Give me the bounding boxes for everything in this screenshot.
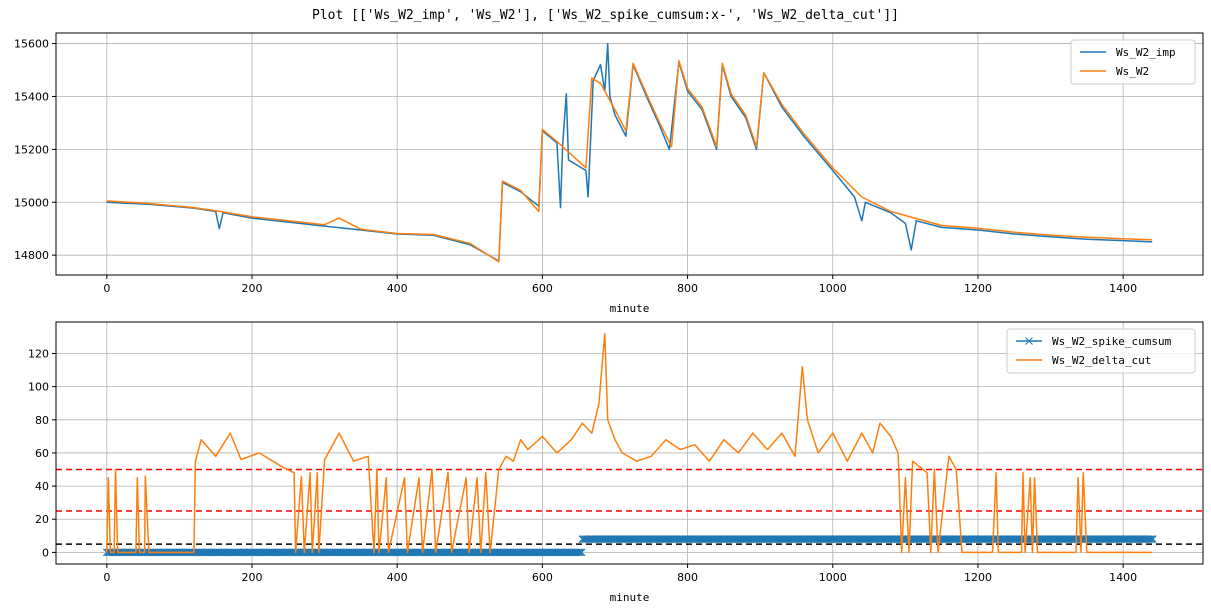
x-tick-label: 600 xyxy=(532,282,553,295)
x-tick-label: 1000 xyxy=(819,282,847,295)
legend: Ws_W2_imp Ws_W2 xyxy=(1070,39,1196,85)
x-tick-label: 600 xyxy=(532,571,553,584)
axes-frame xyxy=(55,32,1204,276)
x-tick-label: 1400 xyxy=(1109,571,1137,584)
x-tick-label: 1200 xyxy=(964,571,992,584)
y-tick-label: 0 xyxy=(42,546,49,559)
y-tick-label: 14800 xyxy=(14,249,49,262)
x-axis-label: minute xyxy=(610,302,650,315)
series-line-Ws_W2 xyxy=(106,60,1153,263)
marker-x xyxy=(577,548,586,557)
x-tick-label: 1400 xyxy=(1109,282,1137,295)
marker-x xyxy=(1147,535,1156,543)
legend-label-Ws_W2_imp: Ws_W2_imp xyxy=(1116,46,1176,59)
x-axis-label: minute xyxy=(610,591,650,604)
y-tick-label: 100 xyxy=(28,381,49,394)
plot-panel-1: 0 200 400 600 800 1000 1200 1400 14800 15000 15200… xyxy=(14,32,1204,315)
legend-label-Ws_W2: Ws_W2 xyxy=(1116,65,1149,78)
legend-label-Ws_W2_delta_cut: Ws_W2_delta_cut xyxy=(1052,354,1151,367)
y-tick-label: 120 xyxy=(28,347,49,360)
x-tick-label: 800 xyxy=(677,282,698,295)
marker-x xyxy=(1146,535,1154,543)
marker-x xyxy=(1149,535,1157,543)
legend-box xyxy=(1006,328,1196,374)
x-tick-label: 0 xyxy=(103,571,110,584)
y-tick-label: 15000 xyxy=(14,196,49,209)
plot-panel-2: 0 200 400 600 800 1000 1200 1400 0 20 40 60 80 100 120… xyxy=(28,321,1204,604)
legend-marker-x xyxy=(1025,337,1033,345)
series-line-Ws_W2_delta_cut xyxy=(106,332,1153,554)
marker-x xyxy=(574,548,583,557)
plot-area xyxy=(106,42,1153,263)
figure-title: Plot [['Ws_W2_imp', 'Ws_W2'], ['Ws_W2_sp… xyxy=(312,8,899,23)
series-line-Ws_W2_imp xyxy=(106,42,1153,262)
legend-box xyxy=(1070,39,1196,85)
y-tick-label: 15200 xyxy=(14,143,49,156)
x-tick-label: 400 xyxy=(387,571,408,584)
legend-label-Ws_W2_spike_cumsum: Ws_W2_spike_cumsum xyxy=(1052,335,1172,348)
plot-area xyxy=(56,332,1203,557)
x-tick-label: 1000 xyxy=(819,571,847,584)
y-tick-label: 80 xyxy=(35,414,49,427)
y-tick-label: 15600 xyxy=(14,38,49,51)
x-tick-label: 800 xyxy=(677,571,698,584)
marker-x xyxy=(576,548,584,557)
series-markers-Ws_W2_spike_cumsum-1 xyxy=(578,535,1157,543)
axes-frame xyxy=(55,321,1204,565)
x-tick-label: 400 xyxy=(387,282,408,295)
x-tick-label: 1200 xyxy=(964,282,992,295)
legend: Ws_W2_spike_cumsum Ws_W2_delta_cut xyxy=(1006,328,1196,374)
y-tick-label: 15400 xyxy=(14,90,49,103)
x-tick-label: 200 xyxy=(242,571,263,584)
x-tick-label: 0 xyxy=(103,282,110,295)
y-tick-label: 60 xyxy=(35,447,49,460)
x-tick-label: 200 xyxy=(242,282,263,295)
y-tick-label: 20 xyxy=(35,513,49,526)
y-tick-label: 40 xyxy=(35,480,49,493)
